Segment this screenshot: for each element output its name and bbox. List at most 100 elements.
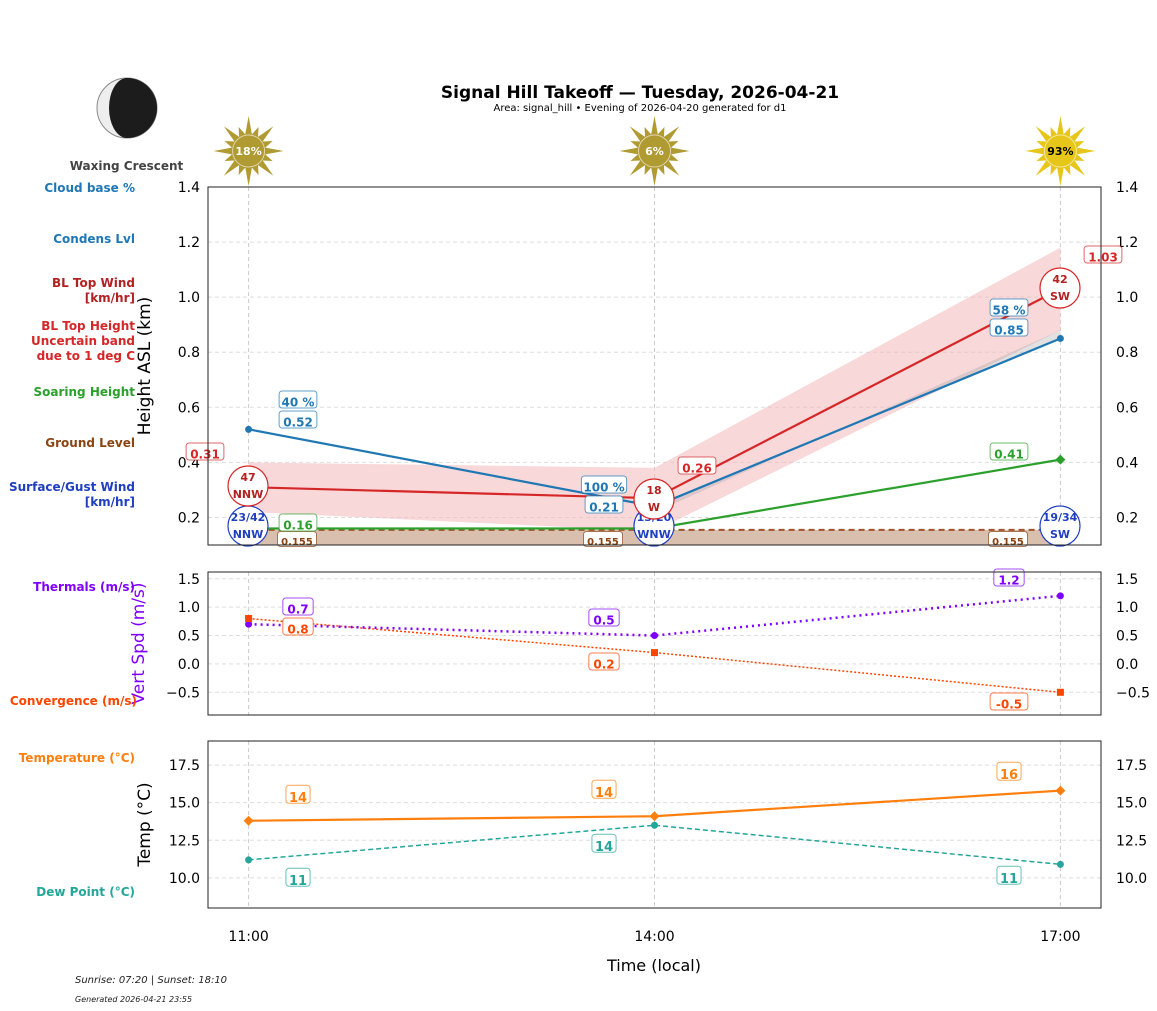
cloud-percent-label: 40 %	[282, 396, 315, 410]
convergence-label-box	[588, 652, 620, 671]
temperature-point	[649, 811, 660, 822]
cloud-base-label: 0.21	[589, 501, 619, 515]
bl-wind-speed: 18	[646, 484, 661, 497]
label-thermals: Thermals (m/s)	[33, 580, 135, 594]
surface-wind-direction: NNW	[233, 528, 264, 541]
thermal-point	[1056, 592, 1064, 600]
plot-frame	[207, 740, 1102, 909]
dewpoint-label: 11	[1000, 872, 1018, 887]
y-tick-label-right: 0.6	[1116, 400, 1138, 416]
y-axis-label: Height ASL (km)	[135, 297, 155, 436]
dewpoint-point	[1056, 860, 1064, 868]
y-tick-label-right: 15.0	[1116, 796, 1147, 812]
surface-wind-speed: 23/42	[231, 511, 266, 524]
moon-shadow	[109, 78, 157, 138]
y-axis-label: Temp (°C)	[135, 782, 155, 867]
sun-disc	[638, 134, 671, 168]
convergence-label: -0.5	[996, 698, 1022, 712]
y-tick-label-left: 0.0	[178, 657, 200, 673]
sun-percent-label: 18%	[235, 145, 261, 158]
dewpoint-point	[245, 856, 253, 864]
x-axis-label: Time (local)	[606, 956, 701, 975]
thermal-label: 1.2	[998, 574, 1019, 588]
surface-wind-circle	[1039, 505, 1081, 547]
temperature-label-box	[591, 779, 617, 799]
ground-label-box	[988, 531, 1028, 547]
bl-top-label-box	[1083, 245, 1123, 264]
surface-wind-speed: 19/34	[1043, 511, 1078, 524]
cloud-percent-label-box	[278, 390, 318, 409]
cloud-base-point	[1056, 334, 1064, 342]
convergence-point	[1056, 688, 1064, 696]
x-tick-label: 17:00	[1040, 929, 1080, 945]
y-tick-label-right: 12.5	[1116, 833, 1147, 849]
convergence-label-box	[282, 617, 314, 636]
x-tick-label: 11:00	[228, 929, 268, 945]
chart-subtitle: Area: signal_hill • Evening of 2026-04-2…	[493, 103, 787, 114]
y-tick-label-left: 0.8	[178, 345, 200, 361]
y-tick-label-left: 1.0	[178, 290, 200, 306]
label-bl-wind: BL Top Wind [km/hr]	[51, 276, 135, 305]
y-tick-label-right: 1.4	[1116, 180, 1138, 196]
surface-wind-direction: WNW	[637, 528, 670, 541]
dewpoint-label-box	[591, 833, 617, 853]
y-axis-label: Vert Spd (m/s)	[129, 582, 149, 704]
label-cloud-base: Cloud base %	[44, 181, 135, 195]
y-tick-label-right: 1.5	[1116, 572, 1138, 588]
y-tick-label-left: 12.5	[169, 833, 200, 849]
y-tick-label-right: −0.5	[1116, 685, 1150, 701]
temperature-label: 14	[289, 791, 307, 806]
sun-percent-label: 6%	[645, 145, 664, 158]
sun-percent-label: 93%	[1047, 145, 1073, 158]
convergence-point	[651, 649, 658, 657]
label-surface-wind: Surface/Gust Wind [km/hr]	[9, 480, 135, 509]
label-dewpoint: Dew Point (°C)	[36, 885, 135, 899]
y-tick-label-left: 15.0	[169, 796, 200, 812]
dewpoint-label: 14	[595, 840, 613, 855]
bl-wind-circle	[227, 465, 269, 507]
y-tick-label-right: 0.8	[1116, 345, 1138, 361]
label-soaring: Soaring Height	[33, 385, 136, 399]
soaring-label-box	[989, 442, 1029, 461]
thermal-label: 0.7	[287, 603, 308, 617]
temperature-point	[243, 815, 254, 826]
soaring-point	[1055, 454, 1066, 465]
temperature-label: 14	[595, 786, 613, 801]
y-tick-label-right: 17.5	[1116, 758, 1147, 774]
cloud-percent-label: 58 %	[993, 304, 1026, 318]
ground-label: 0.155	[281, 537, 313, 548]
cloud-base-label: 0.52	[283, 416, 313, 430]
bl-top-label: 0.26	[682, 462, 712, 476]
bl-wind-direction: SW	[1050, 290, 1070, 303]
generated-timestamp: Generated 2026-04-21 23:55	[75, 995, 193, 1004]
ground-label: 0.155	[992, 537, 1024, 548]
y-tick-label-right: 1.0	[1116, 290, 1138, 306]
y-tick-label-right: 0.0	[1116, 657, 1138, 673]
thermal-label-box	[588, 608, 620, 627]
cloud-percent-label-box	[989, 298, 1029, 317]
soaring-label: 0.16	[283, 519, 313, 533]
convergence-label-box	[989, 692, 1029, 711]
bl-top-label-box	[185, 442, 225, 461]
sunrise-sunset: Sunrise: 07:20 | Sunset: 18:10	[75, 975, 228, 986]
thermal-point	[245, 620, 253, 628]
bl-wind-direction: W	[648, 501, 660, 514]
dewpoint-point	[651, 821, 658, 829]
cloud-percent-label-box	[580, 475, 628, 494]
ground-label: 0.155	[587, 537, 619, 548]
dewpoint-line	[248, 824, 1061, 866]
ground-label-box	[583, 531, 623, 547]
y-tick-label-left: 0.2	[178, 510, 200, 526]
temperature-label-box	[285, 784, 311, 804]
plot-frame	[207, 571, 1102, 716]
y-tick-label-left: 0.5	[178, 629, 200, 645]
bl-wind-circle	[1039, 267, 1081, 309]
y-tick-label-left: 1.4	[178, 180, 200, 196]
thermal-label: 0.5	[593, 614, 614, 628]
cloud-base-label-box	[989, 318, 1029, 337]
bl-wind-speed: 47	[240, 471, 255, 484]
y-tick-label-left: 1.0	[178, 600, 200, 616]
y-tick-label-right: 0.5	[1116, 629, 1138, 645]
label-condens: Condens Lvl	[53, 232, 135, 246]
